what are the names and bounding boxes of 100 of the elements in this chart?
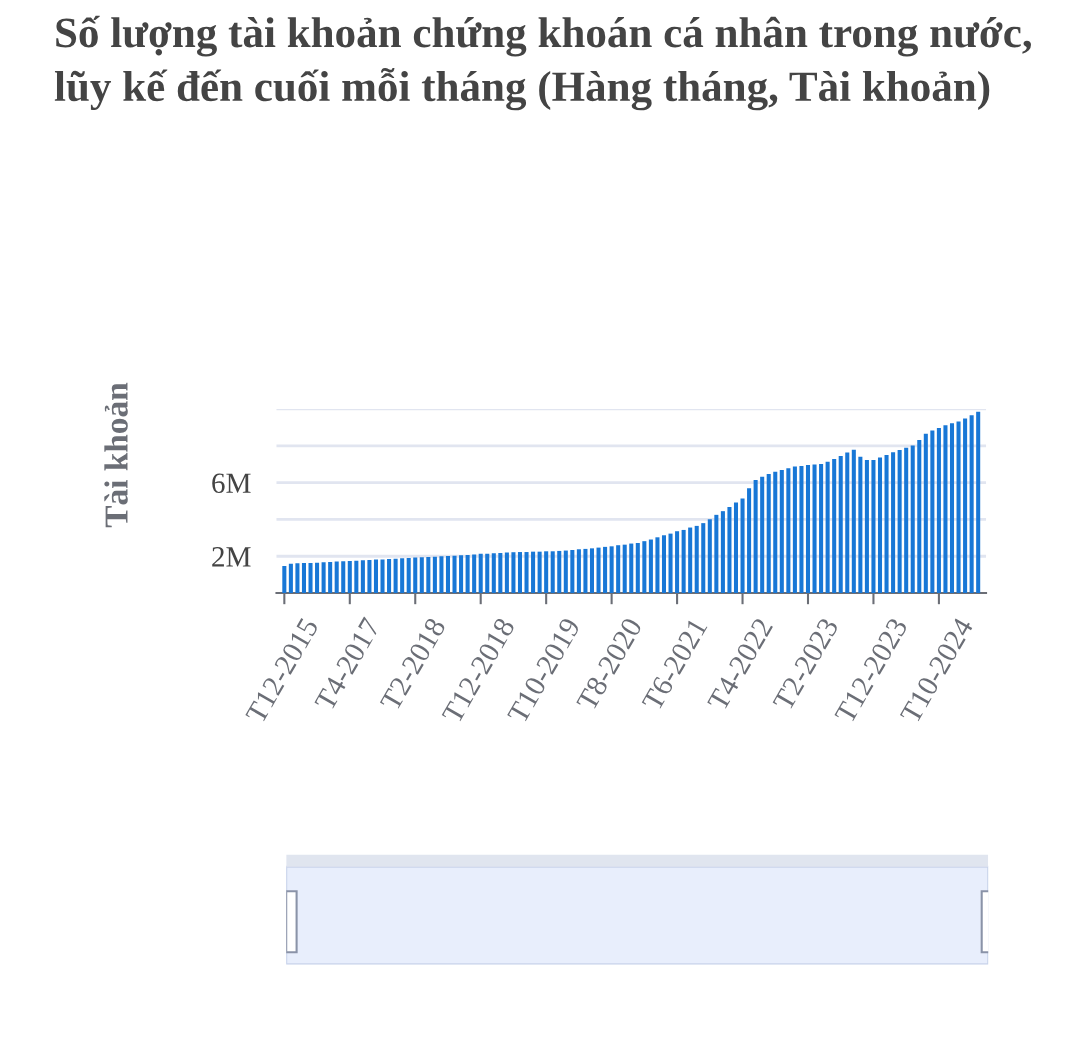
- y-tick-label: 2M: [212, 547, 251, 567]
- bar: [557, 550, 562, 594]
- bar: [648, 539, 653, 594]
- bar: [635, 543, 640, 594]
- bar: [583, 548, 588, 594]
- bar: [936, 427, 941, 594]
- bar: [733, 502, 739, 594]
- bar: [949, 423, 955, 594]
- bar: [380, 559, 385, 594]
- bar: [943, 425, 948, 594]
- bar: [910, 445, 915, 594]
- bar: [589, 548, 595, 594]
- bar: [517, 552, 523, 594]
- bar: [288, 563, 293, 594]
- bar: [367, 559, 372, 594]
- bar: [478, 553, 483, 594]
- bar: [766, 473, 771, 594]
- bar: [295, 563, 300, 594]
- bar: [727, 507, 732, 594]
- bar: [740, 498, 745, 594]
- bar: [439, 556, 444, 594]
- bar: [465, 554, 470, 594]
- bar: [373, 559, 378, 594]
- bar: [877, 457, 883, 594]
- bar: [616, 545, 621, 594]
- bar: [387, 559, 392, 594]
- bar: [524, 552, 529, 594]
- bar: [419, 557, 424, 594]
- bar: [459, 555, 464, 594]
- bar: [773, 471, 778, 594]
- bar: [963, 418, 968, 594]
- bar: [707, 519, 712, 594]
- bar: [472, 554, 477, 594]
- bar: [432, 556, 437, 594]
- bar: [609, 546, 614, 594]
- bar: [308, 563, 313, 594]
- bar: [531, 551, 536, 594]
- bar: [413, 557, 418, 594]
- bar: [354, 560, 359, 594]
- bar: [694, 525, 699, 594]
- bar: [661, 535, 667, 594]
- bar: [747, 488, 752, 594]
- bar: [812, 464, 817, 594]
- bar: [799, 466, 804, 594]
- bar: [576, 549, 581, 594]
- bar: [655, 537, 660, 594]
- bar: [393, 558, 398, 594]
- bar: [832, 459, 837, 594]
- bar: [550, 551, 555, 594]
- bar: [760, 476, 765, 594]
- bar: [622, 544, 627, 594]
- bar: [596, 547, 601, 594]
- bar: [341, 561, 346, 594]
- bar: [688, 527, 693, 594]
- bar: [858, 456, 863, 594]
- bar: [511, 552, 516, 594]
- bar: [445, 555, 451, 594]
- bar: [897, 450, 902, 594]
- bar: [845, 452, 850, 594]
- bar: [491, 553, 496, 594]
- bar: [779, 469, 784, 594]
- bar: [282, 566, 287, 594]
- bar: [871, 459, 876, 594]
- bar: [884, 455, 889, 594]
- bar: [753, 480, 758, 594]
- bar: [851, 449, 856, 594]
- bar: [334, 561, 339, 594]
- bar: [321, 562, 326, 594]
- bar: [301, 563, 306, 594]
- bar: [864, 459, 869, 594]
- bar: [681, 529, 686, 594]
- bar: [904, 447, 909, 594]
- bar: [786, 468, 791, 594]
- bar: [825, 461, 830, 594]
- bar: [976, 411, 981, 594]
- chart-title: Số lượng tài khoản chứng khoán cá nhân trong nước, lũy kế đến cuối mỗi tháng (Hàng tháng, Tài khoản): [54, 15, 1031, 111]
- y-tick-label: 6M: [212, 473, 251, 494]
- bar: [315, 562, 320, 594]
- bar: [642, 541, 647, 594]
- bar: [504, 552, 509, 594]
- bar: [969, 415, 974, 594]
- bar: [838, 455, 843, 594]
- bar: [668, 533, 673, 594]
- bar: [714, 514, 719, 594]
- bar: [956, 421, 961, 594]
- bar: [328, 561, 333, 594]
- bar: [819, 464, 824, 594]
- bar: [485, 553, 490, 594]
- bar: [805, 464, 811, 594]
- bar: [891, 452, 896, 594]
- bar: [570, 550, 575, 594]
- bar: [603, 546, 608, 594]
- bar: [923, 433, 928, 594]
- bar: [563, 550, 568, 594]
- bar: [426, 557, 431, 594]
- bar: [537, 551, 542, 594]
- bar: [701, 523, 706, 594]
- bar: [675, 531, 680, 594]
- bar: [452, 555, 457, 594]
- bar: [917, 439, 922, 594]
